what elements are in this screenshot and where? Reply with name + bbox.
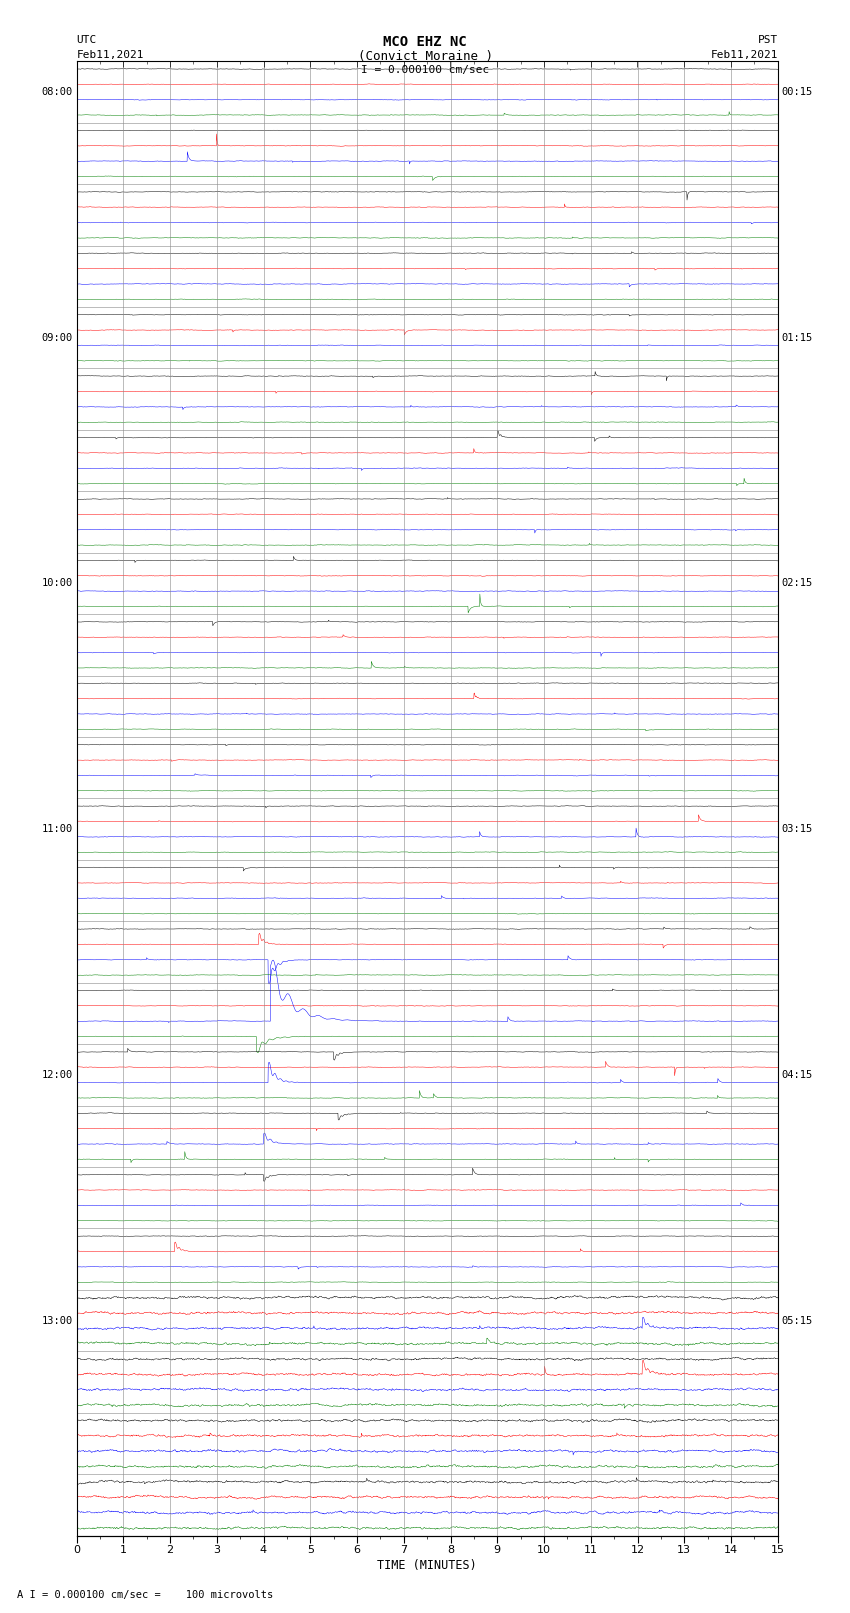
Text: 04:15: 04:15 [781, 1069, 813, 1079]
Text: MCO EHZ NC: MCO EHZ NC [383, 35, 467, 50]
Text: UTC: UTC [76, 35, 97, 45]
Text: PST: PST [757, 35, 778, 45]
Text: 13:00: 13:00 [42, 1316, 73, 1326]
Text: 08:00: 08:00 [42, 87, 73, 97]
Text: Feb11,2021: Feb11,2021 [76, 50, 144, 60]
Text: A I = 0.000100 cm/sec =    100 microvolts: A I = 0.000100 cm/sec = 100 microvolts [17, 1590, 273, 1600]
Text: 11:00: 11:00 [42, 824, 73, 834]
Text: 01:15: 01:15 [781, 332, 813, 342]
Text: 03:15: 03:15 [781, 824, 813, 834]
Text: 00:15: 00:15 [781, 87, 813, 97]
Text: 02:15: 02:15 [781, 579, 813, 589]
Text: I = 0.000100 cm/sec: I = 0.000100 cm/sec [361, 65, 489, 74]
Text: Feb11,2021: Feb11,2021 [711, 50, 778, 60]
Text: 10:00: 10:00 [42, 579, 73, 589]
X-axis label: TIME (MINUTES): TIME (MINUTES) [377, 1560, 477, 1573]
Text: 12:00: 12:00 [42, 1069, 73, 1079]
Text: (Convict Moraine ): (Convict Moraine ) [358, 50, 492, 63]
Text: 05:15: 05:15 [781, 1316, 813, 1326]
Text: 09:00: 09:00 [42, 332, 73, 342]
